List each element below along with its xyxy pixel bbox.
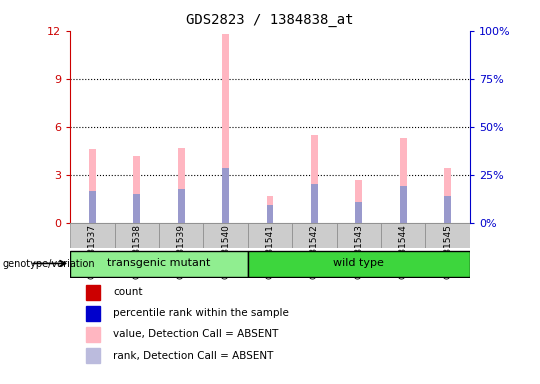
Bar bbox=[114, 223, 159, 248]
Text: percentile rank within the sample: percentile rank within the sample bbox=[113, 308, 289, 318]
Bar bbox=[444, 195, 451, 223]
Bar bbox=[159, 223, 204, 248]
Text: GSM181539: GSM181539 bbox=[177, 224, 186, 279]
Bar bbox=[381, 223, 426, 248]
Bar bbox=[178, 189, 185, 223]
Bar bbox=[400, 138, 407, 223]
Bar bbox=[204, 223, 248, 248]
Text: GSM181538: GSM181538 bbox=[132, 224, 141, 279]
Bar bbox=[311, 184, 318, 223]
Bar bbox=[70, 251, 248, 277]
Title: GDS2823 / 1384838_at: GDS2823 / 1384838_at bbox=[186, 13, 354, 27]
Text: wild type: wild type bbox=[333, 258, 384, 268]
Bar bbox=[267, 195, 273, 223]
Text: GSM181543: GSM181543 bbox=[354, 224, 363, 279]
Bar bbox=[222, 34, 229, 223]
Bar bbox=[444, 168, 451, 223]
Bar bbox=[89, 149, 96, 223]
Text: GSM181540: GSM181540 bbox=[221, 224, 230, 279]
Text: GSM181541: GSM181541 bbox=[266, 224, 274, 279]
Text: transgenic mutant: transgenic mutant bbox=[107, 258, 211, 268]
Bar bbox=[89, 191, 96, 223]
Text: GSM181537: GSM181537 bbox=[88, 224, 97, 279]
Bar bbox=[267, 205, 273, 223]
Bar bbox=[70, 223, 114, 248]
Text: GSM181544: GSM181544 bbox=[399, 224, 408, 279]
Bar bbox=[355, 202, 362, 223]
Bar bbox=[222, 168, 229, 223]
Bar bbox=[133, 156, 140, 223]
Text: rank, Detection Call = ABSENT: rank, Detection Call = ABSENT bbox=[113, 351, 274, 361]
Text: count: count bbox=[113, 287, 143, 297]
Bar bbox=[426, 223, 470, 248]
Text: GSM181545: GSM181545 bbox=[443, 224, 452, 279]
Text: value, Detection Call = ABSENT: value, Detection Call = ABSENT bbox=[113, 329, 279, 339]
Bar bbox=[248, 223, 292, 248]
Bar bbox=[133, 194, 140, 223]
Bar bbox=[248, 251, 470, 277]
Bar bbox=[336, 223, 381, 248]
Bar bbox=[400, 186, 407, 223]
Text: GSM181542: GSM181542 bbox=[310, 224, 319, 279]
Text: genotype/variation: genotype/variation bbox=[3, 259, 96, 269]
Bar bbox=[178, 147, 185, 223]
Bar bbox=[311, 135, 318, 223]
Bar bbox=[355, 180, 362, 223]
Bar bbox=[292, 223, 336, 248]
